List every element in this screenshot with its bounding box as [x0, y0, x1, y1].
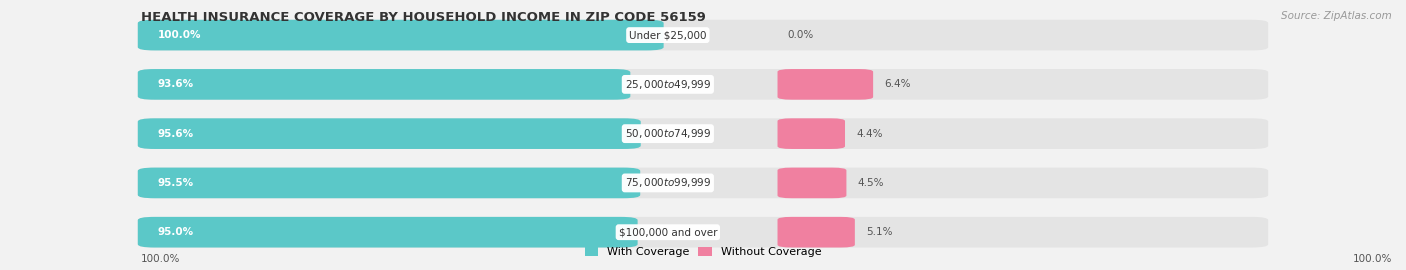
FancyBboxPatch shape [138, 118, 1268, 149]
FancyBboxPatch shape [138, 69, 630, 100]
Text: 100.0%: 100.0% [141, 254, 180, 264]
Text: 4.5%: 4.5% [858, 178, 884, 188]
Text: 93.6%: 93.6% [157, 79, 194, 89]
FancyBboxPatch shape [138, 168, 1268, 198]
FancyBboxPatch shape [138, 217, 1268, 248]
Text: 4.4%: 4.4% [856, 129, 883, 139]
Legend: With Coverage, Without Coverage: With Coverage, Without Coverage [581, 242, 825, 262]
Text: $25,000 to $49,999: $25,000 to $49,999 [624, 78, 711, 91]
Text: $75,000 to $99,999: $75,000 to $99,999 [624, 176, 711, 190]
Text: $50,000 to $74,999: $50,000 to $74,999 [624, 127, 711, 140]
FancyBboxPatch shape [138, 118, 641, 149]
Text: 6.4%: 6.4% [884, 79, 911, 89]
FancyBboxPatch shape [138, 168, 640, 198]
FancyBboxPatch shape [778, 217, 855, 248]
FancyBboxPatch shape [778, 168, 846, 198]
Text: Under $25,000: Under $25,000 [628, 30, 707, 40]
Text: 95.0%: 95.0% [157, 227, 194, 237]
Text: Source: ZipAtlas.com: Source: ZipAtlas.com [1281, 11, 1392, 21]
Text: 5.1%: 5.1% [866, 227, 893, 237]
FancyBboxPatch shape [138, 20, 664, 50]
Text: 95.6%: 95.6% [157, 129, 194, 139]
Text: 100.0%: 100.0% [157, 30, 201, 40]
Text: $100,000 and over: $100,000 and over [619, 227, 717, 237]
FancyBboxPatch shape [778, 118, 845, 149]
FancyBboxPatch shape [138, 69, 1268, 100]
Text: HEALTH INSURANCE COVERAGE BY HOUSEHOLD INCOME IN ZIP CODE 56159: HEALTH INSURANCE COVERAGE BY HOUSEHOLD I… [141, 11, 706, 24]
FancyBboxPatch shape [138, 20, 1268, 50]
FancyBboxPatch shape [778, 69, 873, 100]
FancyBboxPatch shape [138, 217, 638, 248]
Text: 95.5%: 95.5% [157, 178, 194, 188]
Text: 100.0%: 100.0% [1353, 254, 1392, 264]
Text: 0.0%: 0.0% [787, 30, 814, 40]
